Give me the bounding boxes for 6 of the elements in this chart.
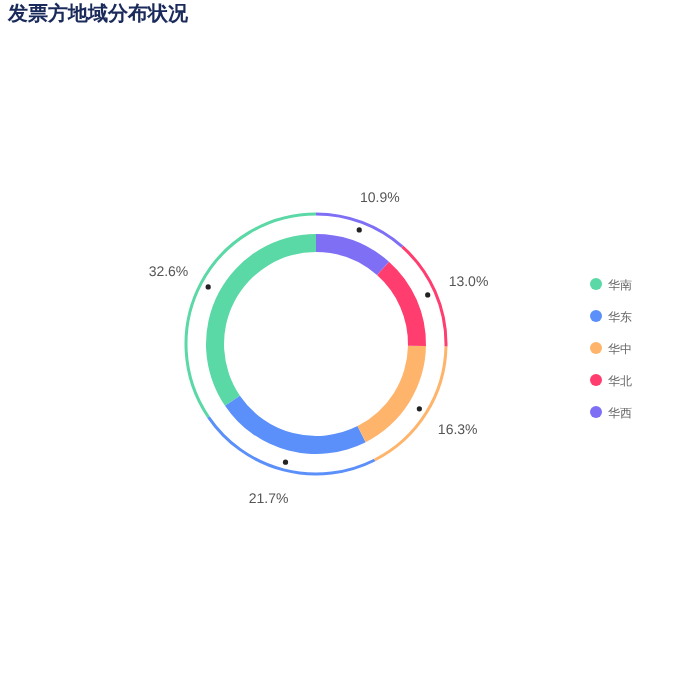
donut-slice bbox=[316, 234, 389, 276]
chart-title: 发票方地域分布状况 bbox=[6, 2, 190, 26]
donut-slice bbox=[225, 395, 366, 454]
donut-slice bbox=[206, 234, 316, 406]
donut-slice bbox=[357, 345, 426, 443]
donut-slice bbox=[376, 261, 426, 347]
